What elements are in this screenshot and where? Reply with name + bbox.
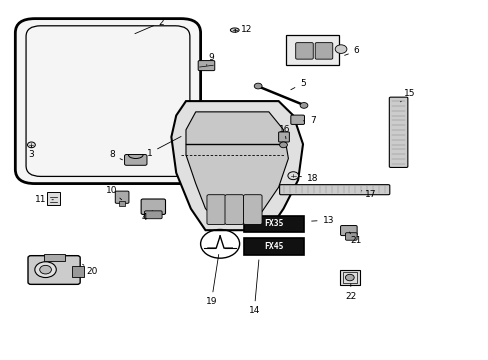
Circle shape [254,83,262,89]
Text: 17: 17 [361,190,375,199]
Text: 2: 2 [135,18,164,34]
FancyBboxPatch shape [286,35,338,65]
FancyBboxPatch shape [345,233,356,240]
FancyBboxPatch shape [290,115,304,125]
Circle shape [27,142,35,148]
Text: 13: 13 [311,216,333,225]
Circle shape [345,274,353,281]
FancyBboxPatch shape [244,238,304,255]
Text: 21: 21 [348,232,361,246]
FancyBboxPatch shape [315,42,332,59]
Text: 19: 19 [205,255,218,306]
Text: 3: 3 [28,146,34,159]
FancyBboxPatch shape [340,226,356,235]
FancyBboxPatch shape [243,195,262,225]
Circle shape [279,142,287,148]
Circle shape [287,172,298,180]
Text: 6: 6 [344,46,359,55]
Ellipse shape [230,28,239,32]
FancyBboxPatch shape [124,154,147,165]
FancyBboxPatch shape [295,42,313,59]
Polygon shape [171,101,303,230]
Text: FX45: FX45 [264,242,284,251]
Text: 4: 4 [142,211,152,222]
Text: 8: 8 [109,150,122,160]
FancyBboxPatch shape [224,195,243,225]
Text: 1: 1 [146,136,181,158]
FancyBboxPatch shape [244,216,304,232]
FancyBboxPatch shape [115,191,129,203]
FancyBboxPatch shape [28,256,80,284]
Text: 11: 11 [35,195,53,204]
Text: 10: 10 [106,186,122,200]
Text: 20: 20 [82,264,98,276]
FancyBboxPatch shape [15,19,200,184]
Text: 9: 9 [206,53,214,65]
FancyBboxPatch shape [339,270,359,285]
FancyBboxPatch shape [72,266,83,277]
Circle shape [300,103,307,108]
Polygon shape [185,112,288,223]
FancyBboxPatch shape [43,253,65,261]
FancyBboxPatch shape [278,132,289,142]
Text: 18: 18 [299,174,318,183]
Text: 14: 14 [248,260,260,315]
FancyBboxPatch shape [119,201,125,206]
Text: 16: 16 [278,125,290,139]
Text: 5: 5 [290,79,305,90]
Text: 22: 22 [345,284,356,301]
Text: 12: 12 [234,25,252,34]
Circle shape [40,265,51,274]
Circle shape [35,262,56,278]
FancyBboxPatch shape [47,192,60,205]
FancyBboxPatch shape [206,195,225,225]
Text: FX35: FX35 [264,219,284,228]
Text: 15: 15 [400,89,414,102]
Circle shape [334,45,346,53]
FancyBboxPatch shape [388,97,407,167]
FancyBboxPatch shape [141,199,165,215]
FancyBboxPatch shape [144,211,162,219]
FancyBboxPatch shape [279,185,389,195]
FancyBboxPatch shape [198,60,214,71]
Text: 7: 7 [303,116,315,125]
